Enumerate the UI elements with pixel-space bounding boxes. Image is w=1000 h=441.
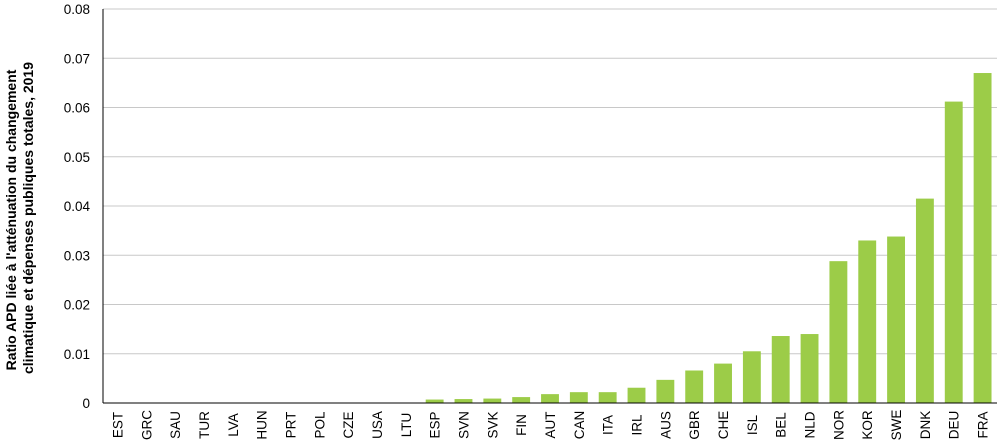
y-tick-label: 0	[82, 396, 90, 411]
x-tick-label: CHE	[716, 411, 731, 440]
bar-svk	[483, 398, 502, 403]
x-tick-label: SWE	[889, 410, 904, 441]
x-tick-label: POL	[312, 411, 327, 439]
bar-isl	[742, 351, 761, 403]
bar-ita	[598, 392, 617, 403]
bar-irl	[627, 387, 646, 403]
y-axis-title-line-2: climatique et dépenses publiques totales…	[20, 62, 36, 374]
x-tick-label: ISL	[745, 414, 760, 435]
y-tick-label: 0.08	[64, 2, 90, 17]
y-axis-title: Ratio APD liée à l'atténuation du change…	[3, 62, 36, 374]
x-tick-label: TUR	[197, 411, 212, 439]
x-tick-label: PRT	[283, 412, 298, 439]
x-tick-label: AUT	[543, 412, 558, 439]
y-tick-label: 0.06	[64, 101, 90, 116]
x-tick-label: LTU	[399, 413, 414, 438]
bar-esp	[425, 399, 444, 403]
y-axis-title-line-1: Ratio APD liée à l'atténuation du change…	[3, 69, 19, 370]
bar-che	[714, 363, 732, 403]
x-tick-label: ESP	[428, 411, 443, 438]
bar-deu	[944, 101, 963, 403]
y-tick-labels: 0 0.01 0.02 0.03 0.04 0.05 0.06 0.07 0.08	[64, 2, 91, 411]
gridlines	[103, 8, 997, 355]
x-tick-label: CZE	[341, 412, 356, 439]
bar-swe	[887, 236, 906, 403]
x-tick-label: USA	[370, 411, 385, 439]
bar-svn	[454, 399, 473, 403]
x-tick-label: FIN	[514, 414, 529, 436]
bar-kor	[858, 240, 877, 403]
y-tick-label: 0.04	[64, 199, 91, 214]
bar-can	[569, 392, 588, 403]
x-tick-label: EST	[110, 412, 125, 438]
bar-nld	[800, 334, 819, 403]
bar-gbr	[685, 370, 704, 403]
x-tick-label: IRL	[630, 414, 645, 436]
bar-fra	[973, 73, 992, 404]
x-tick-label: SAU	[168, 411, 183, 439]
x-tick-label: NOR	[831, 410, 846, 440]
x-tick-label: BEL	[774, 412, 789, 438]
x-tick-label: AUS	[658, 411, 673, 439]
x-tick-label: HUN	[255, 410, 270, 439]
x-tick-label: GRC	[139, 410, 154, 440]
bar-aut	[541, 394, 559, 403]
y-tick-label: 0.02	[64, 298, 90, 313]
x-tick-label: LVA	[226, 413, 241, 437]
x-tick-label: ITA	[601, 415, 616, 435]
x-tick-labels: EST GRC SAU TUR LVA HUN PRT POL CZE USA LTU ESP SVN S…	[110, 410, 990, 441]
bar-nor	[829, 261, 848, 403]
bar-fin	[512, 397, 531, 403]
y-tick-label: 0.05	[64, 150, 90, 165]
bars	[425, 73, 992, 404]
y-tick-label: 0.03	[64, 248, 90, 263]
x-tick-label: DEU	[947, 411, 962, 440]
x-tick-label: GBR	[687, 410, 702, 440]
bar-dnk	[915, 198, 934, 403]
x-tick-label: CAN	[572, 411, 587, 440]
x-tick-label: NLD	[803, 411, 818, 438]
x-tick-label: SVN	[456, 411, 471, 439]
axes	[102, 9, 997, 404]
y-tick-label: 0.01	[64, 347, 90, 362]
x-tick-label: FRA	[976, 412, 991, 439]
x-tick-label: DNK	[918, 411, 933, 440]
bar-bel	[771, 336, 790, 403]
y-tick-label: 0.07	[64, 51, 90, 66]
bar-aus	[656, 379, 675, 403]
x-tick-label: SVK	[485, 411, 500, 438]
x-tick-label: KOR	[860, 410, 875, 440]
